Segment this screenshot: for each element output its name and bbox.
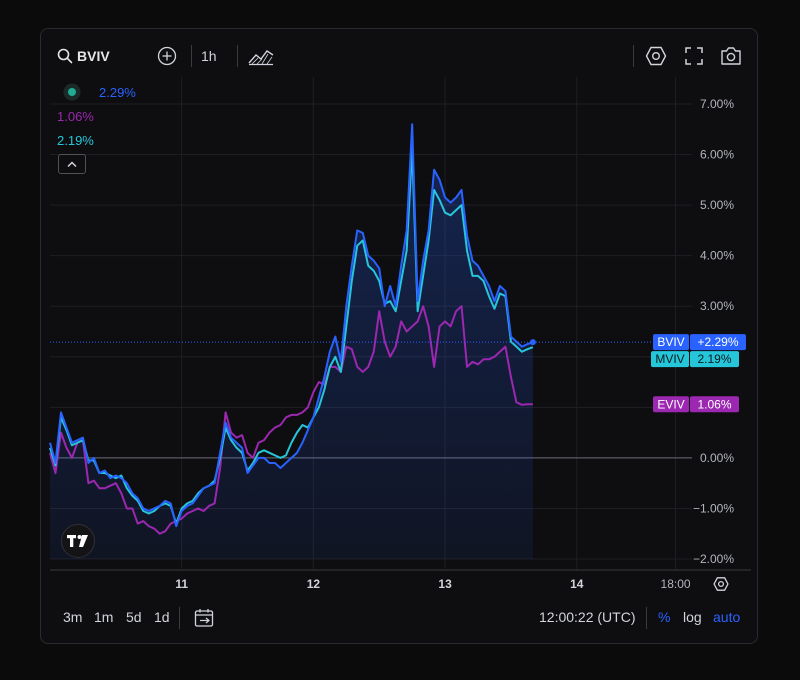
bviv-area-fill [50,124,533,559]
price-tag-eviv: EVIV 1.06% [653,396,739,413]
auto-scale-button[interactable]: auto [713,609,741,625]
range-3m-button[interactable]: 3m [63,609,83,625]
calendar-icon [194,609,214,627]
x-tick-label: 11 [175,577,188,591]
price-tag-value: 1.06% [697,397,731,411]
x-tick-label: 13 [438,577,452,591]
interval-button[interactable]: 1h [201,45,217,67]
fullscreen-button[interactable] [682,44,706,68]
range-5d-button[interactable]: 5d [126,609,142,625]
area-chart-icon [248,50,274,66]
search-icon [57,48,73,64]
settings-button[interactable] [644,44,668,68]
x-tick-label: 18:00 [661,577,691,591]
fullscreen-icon [685,47,703,65]
price-tag-name: EVIV [657,397,684,411]
percent-scale-button[interactable]: % [658,609,671,625]
symbol-label: BVIV [77,48,110,64]
price-tag-value: 2.19% [697,352,731,366]
hexagon-gear-icon [713,577,729,591]
y-tick-label: 7.00% [700,97,734,111]
price-tag-name-bg [653,334,689,351]
bviv-last-point [529,339,536,346]
toolbar-divider [633,45,634,67]
compare-button[interactable] [156,45,178,67]
price-tags: BVIV +2.29% MVIV 2.19% EVIV 1.06% [651,334,746,413]
x-tick-label: 12 [307,577,321,591]
chart-canvas[interactable]: 7.00% 6.00% 5.00% 4.00% 3.00% 0.00% −1.00% −2.0… [41,29,759,645]
toolbar-divider [237,45,238,67]
y-tick-label: −1.00% [693,501,734,515]
price-tag-value-bg [690,396,739,413]
goto-date-button[interactable] [191,606,217,630]
chart-widget: 7.00% 6.00% 5.00% 4.00% 3.00% 0.00% −1.00% −2.0… [40,28,758,644]
add-circle-icon [157,46,177,66]
y-tick-label: 0.00% [700,451,734,465]
bottom-divider [179,607,180,629]
series-line-bviv[interactable] [49,123,534,528]
bottom-toolbar: 3m 1m 5d 1d 12:00:22 (UTC) % log auto [41,601,757,637]
legend-value-eviv: 1.06% [57,109,94,124]
price-tag-value-bg [690,351,739,368]
price-tag-name: MVIV [655,352,684,366]
chart-type-button[interactable] [247,44,275,68]
price-tag-name: BVIV [657,335,684,349]
legend-value-bviv: 2.29% [99,84,136,100]
price-tag-mviv: MVIV 2.19% [651,351,739,368]
symbol-search[interactable]: BVIV [57,45,110,67]
series-line-mviv[interactable] [49,148,534,525]
price-tag-name-bg [653,396,689,413]
top-toolbar: BVIV 1h [41,29,757,85]
utc-clock[interactable]: 12:00:22 (UTC) [539,609,636,625]
log-scale-button[interactable]: log [683,609,702,625]
series-line-eviv[interactable] [49,305,533,535]
interval-label: 1h [201,48,217,64]
price-tag-name-bg [651,351,689,368]
hexagon-gear-icon [645,46,667,66]
legend-row-bviv[interactable]: 2.29% [63,83,136,101]
y-axis: 7.00% 6.00% 5.00% 4.00% 3.00% 0.00% −1.00% −2.0… [693,97,734,566]
x-axis: 11 12 13 14 18:00 [50,569,751,591]
chevron-up-icon [67,161,77,168]
y-tick-label: 3.00% [700,299,734,313]
legend-value-mviv: 2.19% [57,133,94,148]
range-1m-button[interactable]: 1m [94,609,114,625]
legend-collapse-button[interactable] [58,154,86,174]
price-tag-value-bg [690,334,746,351]
bottom-divider [646,607,647,629]
tradingview-logo[interactable] [61,524,95,558]
toolbar-divider [191,45,192,67]
y-tick-label: 4.00% [700,249,734,263]
y-tick-label: 6.00% [700,148,734,162]
axis-settings-button[interactable] [711,574,731,594]
screenshot-button[interactable] [719,44,743,68]
camera-icon [721,47,741,65]
series-layer [49,123,653,559]
status-dot-icon [63,83,81,101]
range-1d-button[interactable]: 1d [154,609,170,625]
price-tag-bviv: BVIV +2.29% [653,334,746,351]
price-tag-value: +2.29% [697,335,738,349]
y-tick-label: −2.00% [693,552,734,566]
x-tick-label: 14 [570,577,584,591]
tradingview-logo-icon [67,535,88,547]
y-tick-label: 5.00% [700,198,734,212]
